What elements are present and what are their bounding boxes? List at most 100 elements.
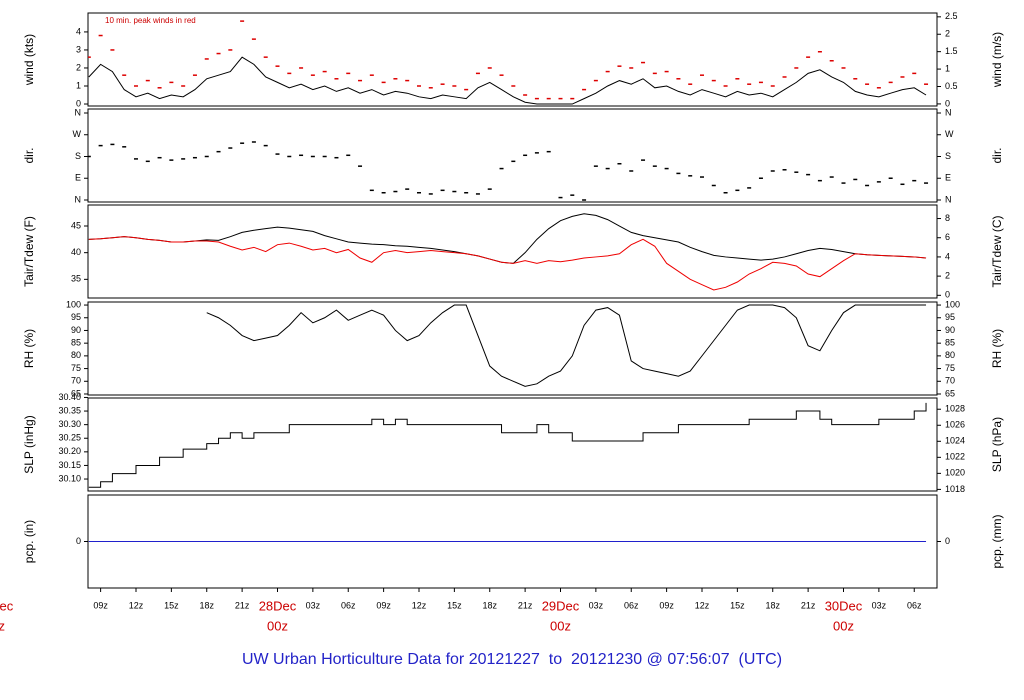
y-tick-label: 90 xyxy=(71,325,81,335)
y2-axis-label: Tair/Tdew (C) xyxy=(990,215,1004,287)
y-axis-label: RH (%) xyxy=(22,329,36,368)
y-axis-label: Tair/Tdew (F) xyxy=(22,216,36,287)
y-tick-label: S xyxy=(75,151,81,161)
y2-tick-label: 90 xyxy=(945,325,955,335)
x-tick-label: 18z xyxy=(765,600,780,610)
data-point xyxy=(428,87,433,89)
x-tick-label: 15z xyxy=(447,600,462,610)
data-line xyxy=(88,236,927,291)
y2-tick-label: E xyxy=(945,173,951,183)
data-point xyxy=(758,177,763,179)
data-point xyxy=(428,193,433,195)
y-tick-label: 65 xyxy=(71,388,81,398)
x-tick-label: 00z xyxy=(833,618,854,633)
x-tick-label: 12z xyxy=(129,600,144,610)
data-point xyxy=(558,97,563,100)
data-point xyxy=(299,154,304,157)
data-point xyxy=(369,189,374,192)
x-tick-label: 06z xyxy=(624,600,639,610)
data-point xyxy=(416,191,421,194)
y2-tick-label: 80 xyxy=(945,350,955,360)
data-point xyxy=(758,81,763,84)
data-point xyxy=(735,189,740,192)
data-point xyxy=(582,88,587,91)
y2-tick-label: 1018 xyxy=(945,484,965,494)
panel-frame xyxy=(87,108,938,203)
data-point xyxy=(817,51,822,53)
data-point xyxy=(346,72,351,75)
data-point xyxy=(475,193,480,195)
data-point xyxy=(310,74,315,76)
data-point xyxy=(157,156,162,159)
data-point xyxy=(322,155,327,158)
x-tick-label: 21z xyxy=(518,600,533,610)
y2-tick-label: W xyxy=(945,129,954,139)
data-point xyxy=(900,183,905,186)
data-point xyxy=(523,154,528,157)
data-point xyxy=(699,176,704,178)
data-point xyxy=(133,158,138,160)
data-point xyxy=(440,189,445,192)
y-tick-label: 35 xyxy=(71,274,81,284)
data-point xyxy=(782,169,787,171)
day-label: 29Dec xyxy=(542,598,580,613)
y2-axis-label: dir. xyxy=(990,147,1004,163)
data-point xyxy=(487,188,492,190)
data-point xyxy=(228,147,233,149)
y2-tick-label: 1024 xyxy=(945,436,965,446)
data-point xyxy=(464,88,469,91)
data-point xyxy=(853,78,858,80)
y2-tick-label: 1026 xyxy=(945,420,965,430)
data-point xyxy=(346,154,351,157)
y-tick-label: 70 xyxy=(71,376,81,386)
data-point xyxy=(770,85,775,87)
data-point xyxy=(499,74,504,76)
data-point xyxy=(876,87,881,89)
data-point xyxy=(865,184,870,187)
y-tick-label: 85 xyxy=(71,338,81,348)
x-tick-label: 21z xyxy=(235,600,250,610)
data-point xyxy=(652,165,657,167)
data-point xyxy=(393,78,398,80)
data-point xyxy=(617,65,622,67)
data-point xyxy=(334,78,339,80)
data-point xyxy=(499,167,504,170)
x-tick-label: 15z xyxy=(164,600,179,610)
data-point xyxy=(641,159,646,161)
y2-axis-label: SLP (hPa) xyxy=(990,417,1004,472)
y-tick-label: 80 xyxy=(71,350,81,360)
data-point xyxy=(369,74,374,76)
y2-tick-label: 65 xyxy=(945,388,955,398)
y2-tick-label: 6 xyxy=(945,232,950,242)
data-point xyxy=(464,191,469,194)
x-tick-label: 03z xyxy=(306,600,321,610)
data-point xyxy=(676,78,681,80)
data-point xyxy=(358,79,363,82)
y-axis-label: pcp. (in) xyxy=(22,520,36,563)
data-point xyxy=(216,150,221,153)
data-point xyxy=(829,60,834,62)
data-point xyxy=(275,153,280,155)
data-point xyxy=(865,83,870,85)
y2-tick-label: 1 xyxy=(945,63,950,73)
y-axis-label: dir. xyxy=(22,147,36,163)
x-tick-label: 12z xyxy=(412,600,427,610)
data-point xyxy=(723,85,728,87)
data-point xyxy=(263,56,268,58)
data-point xyxy=(735,78,740,80)
data-point xyxy=(534,152,539,154)
data-point xyxy=(145,79,150,82)
y-tick-label: 40 xyxy=(71,247,81,257)
x-tick-label: 06z xyxy=(907,600,922,610)
y2-tick-label: 100 xyxy=(945,299,960,309)
data-point xyxy=(133,85,138,87)
data-point xyxy=(912,72,917,75)
day-label: 30Dec xyxy=(825,598,863,613)
y2-tick-label: 4 xyxy=(945,251,950,261)
data-point xyxy=(204,155,209,158)
data-point xyxy=(381,81,386,84)
data-point xyxy=(169,159,174,161)
data-point xyxy=(534,97,539,100)
y2-tick-label: 0 xyxy=(945,290,950,300)
data-point xyxy=(652,72,657,75)
